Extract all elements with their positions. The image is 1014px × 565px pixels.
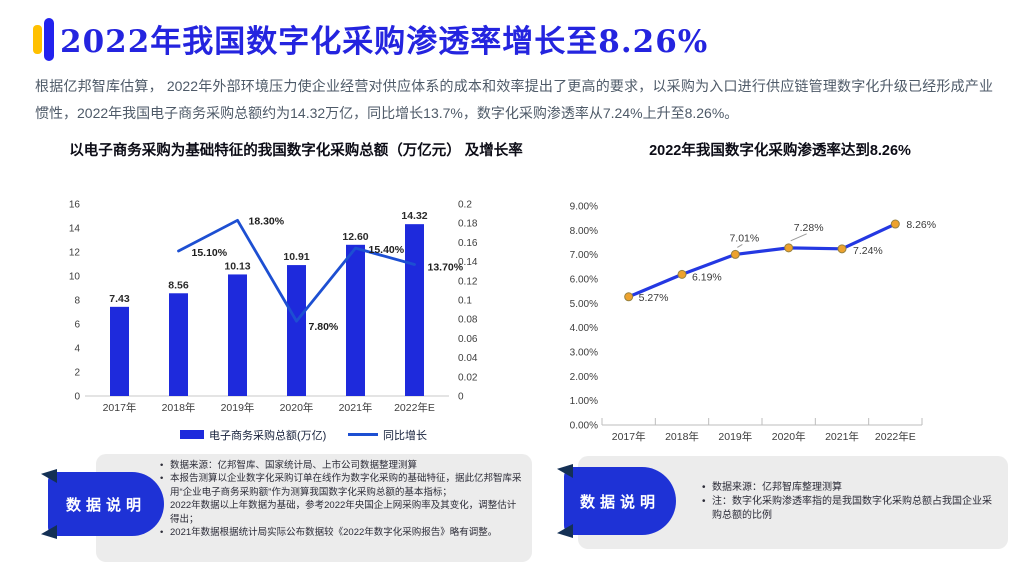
svg-text:5.27%: 5.27% [639,292,669,304]
penetration-rate-line-chart: 0.00% 1.00% 2.00% 3.00% 4.00% 5.00% 6.00% 7.00%… [570,202,936,444]
svg-text:2017年: 2017年 [103,401,137,414]
svg-text:15.40%: 15.40% [369,244,405,256]
data-notes-right-list: 数据来源：亿邦智库整理测算注：数字化采购渗透率指的是我国数字化采购总额占我国企业… [578,456,1008,527]
svg-text:12: 12 [69,248,81,259]
svg-text:18.30%: 18.30% [249,215,285,227]
svg-text:8: 8 [74,296,80,307]
svg-text:0.12: 0.12 [458,276,478,287]
svg-text:0.2: 0.2 [458,200,472,211]
svg-text:0.14: 0.14 [458,257,478,268]
data-notes-right-badge: 数据说明 [564,467,676,535]
svg-text:10.91: 10.91 [283,251,309,263]
svg-text:2018年: 2018年 [162,401,196,414]
svg-text:0.16: 0.16 [458,238,478,249]
svg-text:2018年: 2018年 [665,430,699,443]
svg-text:6.19%: 6.19% [692,271,722,283]
svg-text:6.00%: 6.00% [570,275,598,286]
page-title: 2022年我国数字化采购渗透率增长至8.26% [60,24,709,60]
svg-text:13.70%: 13.70% [428,261,464,273]
svg-text:7.01%: 7.01% [729,232,759,244]
combo-chart-title: 以电子商务采购为基础特征的我国数字化采购总额（万亿元） 及增长率 [69,143,523,159]
note-item: 注：数字化采购渗透率指的是我国数字化采购总额占我国企业采购总额的比例 [700,495,996,523]
svg-text:7.43: 7.43 [109,293,130,305]
note-item: 数据来源：亿邦智库、国家统计局、上市公司数据整理测算 [158,459,524,473]
svg-text:0.02: 0.02 [458,372,478,383]
data-notes-left-badge: 数据说明 [48,472,164,536]
svg-text:16: 16 [69,200,81,211]
data-notes-left-panel: 数据来源：亿邦智库、国家统计局、上市公司数据整理测算本报告测算以企业数字化采购订… [96,454,532,562]
svg-text:10: 10 [69,272,81,283]
svg-text:15.10%: 15.10% [192,247,228,259]
svg-text:0: 0 [458,392,464,403]
svg-text:8.56: 8.56 [168,279,189,291]
svg-text:7.00%: 7.00% [570,250,598,261]
svg-text:5.00%: 5.00% [570,299,598,310]
note-item: 数据来源：亿邦智库整理测算 [700,481,996,495]
svg-text:2: 2 [74,368,80,379]
svg-text:2.00%: 2.00% [570,372,598,383]
svg-text:2022年E: 2022年E [394,401,435,414]
svg-text:4.00%: 4.00% [570,323,598,334]
svg-text:0.04: 0.04 [458,353,478,364]
penetration-chart-title: 2022年我国数字化采购渗透率达到8.26% [649,143,911,159]
intro-paragraph: 根据亿邦智库估算， 2022年外部环境压力使企业经营对供应体系的成本和效率提出了… [35,78,993,121]
svg-text:2021年: 2021年 [339,401,373,414]
svg-text:14.32: 14.32 [401,210,427,222]
svg-text:4: 4 [74,344,80,355]
svg-text:2020年: 2020年 [280,401,314,414]
svg-text:2019年: 2019年 [221,401,255,414]
svg-text:2019年: 2019年 [718,430,752,443]
note-item: 2022年数据以上年数据为基础，参考2022年央国企上网采购率及其变化，调整估计… [158,499,524,526]
svg-text:0.06: 0.06 [458,334,478,345]
svg-text:2022年E: 2022年E [875,430,916,443]
svg-text:12.60: 12.60 [342,231,368,243]
svg-text:2017年: 2017年 [612,430,646,443]
svg-text:0.00%: 0.00% [570,421,598,432]
svg-text:2020年: 2020年 [772,430,806,443]
title-accent-blue-bar [44,18,54,61]
svg-text:7.80%: 7.80% [309,321,339,333]
svg-text:0: 0 [74,392,80,403]
note-item: 2021年数据根据统计局实际公布数据较《2022年数字化采购报告》略有调整。 [158,526,524,540]
svg-text:电子商务采购总额(万亿): 电子商务采购总额(万亿) [209,428,326,442]
note-item: 本报告测算以企业数字化采购订单在线作为数字化采购的基础特征，据此亿邦智库采用“企… [158,472,524,499]
svg-text:0.1: 0.1 [458,296,472,307]
svg-text:10.13: 10.13 [224,260,250,272]
svg-text:7.24%: 7.24% [853,245,883,257]
svg-text:14: 14 [69,224,81,235]
procurement-total-combo-chart: 0 2 4 6 8 10 12 14 16 0 0.02 0.04 0.06 0.08 0.1 0.12 0.1… [69,200,478,443]
svg-text:8.26%: 8.26% [906,219,936,231]
svg-text:9.00%: 9.00% [570,202,598,213]
svg-text:8.00%: 8.00% [570,226,598,237]
svg-text:7.28%: 7.28% [794,222,824,234]
svg-text:0.18: 0.18 [458,219,478,230]
svg-text:0.08: 0.08 [458,315,478,326]
svg-text:3.00%: 3.00% [570,348,598,359]
svg-text:同比增长: 同比增长 [383,428,427,442]
svg-text:6: 6 [74,320,80,331]
svg-text:2021年: 2021年 [825,430,859,443]
svg-text:1.00%: 1.00% [570,396,598,407]
title-accent-yellow-bar [33,25,42,54]
